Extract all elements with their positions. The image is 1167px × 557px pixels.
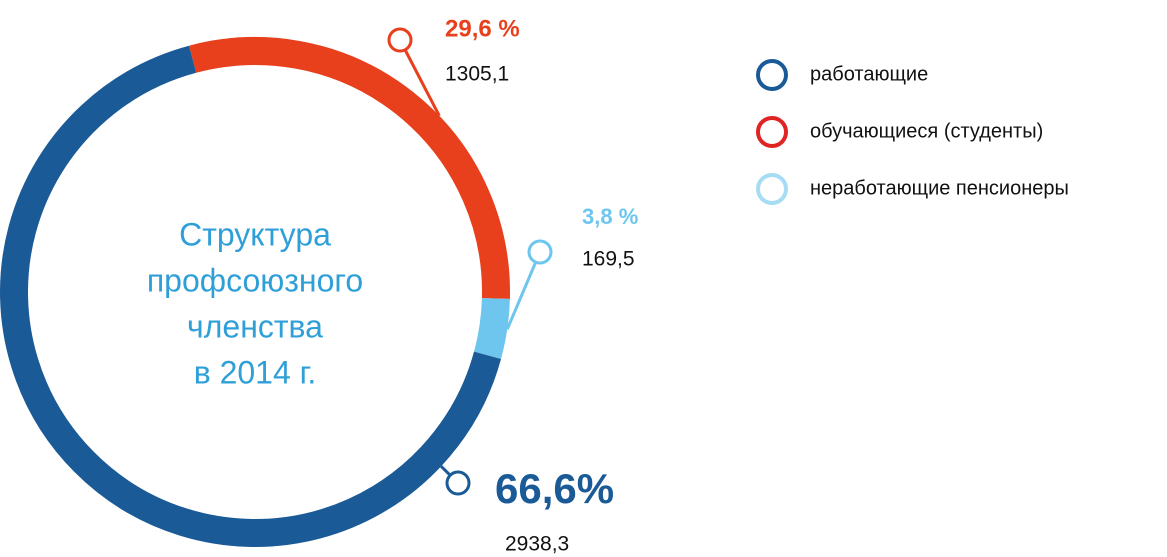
legend-label: обучающиеся (студенты) [810,120,1043,142]
leader-marker [445,470,471,496]
legend-swatch [756,59,788,91]
title-line: профсоюзного [147,262,363,298]
count-label: 1305,1 [445,63,509,86]
legend-swatch [756,173,788,205]
legend-label: работающие [810,63,928,85]
leader-marker [527,239,553,265]
title-line: в 2014 г. [194,354,317,390]
leader-marker [387,27,413,53]
leader-line [398,39,441,117]
donut-segment [189,37,510,299]
percent-label: 66,6% [495,465,614,512]
percent-label: 3,8 % [582,204,638,229]
title-line: Структура [179,216,331,252]
count-label: 2938,3 [505,533,569,556]
donut-segment [0,45,502,547]
count-label: 169,5 [582,248,635,271]
leader-line [505,251,542,330]
percent-label: 29,6 % [445,15,520,42]
center-title: Структура профсоюзного членства в 2014 г… [147,216,363,390]
legend-swatch [756,116,788,148]
title-line: членства [187,308,323,344]
legend-label: неработающие пенсионеры [810,177,1069,199]
donut-segment [473,297,510,360]
